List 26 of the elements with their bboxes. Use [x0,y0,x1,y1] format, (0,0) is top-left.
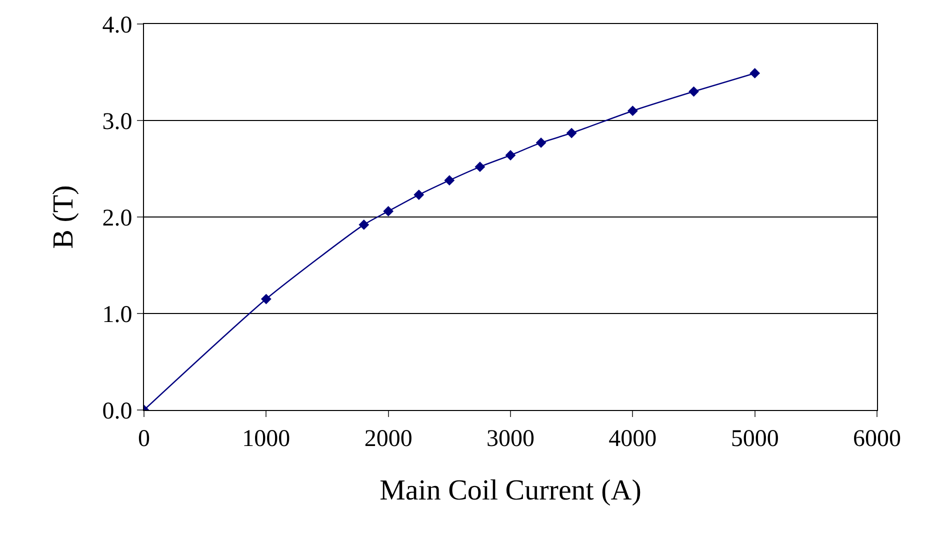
point [260,294,272,304]
x-tick-label: 3000 [486,426,534,452]
x-tick-label: 6000 [853,426,901,452]
point [358,220,370,230]
point [627,106,638,116]
point [414,190,424,200]
x-tick-label: 1000 [242,426,290,452]
y-axis-title: B (T) [48,185,80,249]
x-tick-label: 5000 [730,426,779,452]
x-axis-title: Main Coil Current (A) [380,474,642,507]
point [383,206,394,216]
point [536,138,546,148]
x-tick-label: 2000 [364,426,412,452]
point [566,128,577,138]
y-tick-label: 1.0 [102,302,132,328]
y-tick-label: 4.0 [102,12,132,38]
point [505,150,516,160]
point [444,175,455,186]
point [688,86,699,97]
x-tick-label: 0 [138,426,150,452]
point [474,162,486,172]
point [750,68,760,78]
y-tick-label: 3.0 [102,108,132,135]
x-tick-label: 4000 [608,426,657,452]
y-tick-label: 2.0 [102,205,132,232]
y-tick-label: 0.0 [102,398,132,424]
